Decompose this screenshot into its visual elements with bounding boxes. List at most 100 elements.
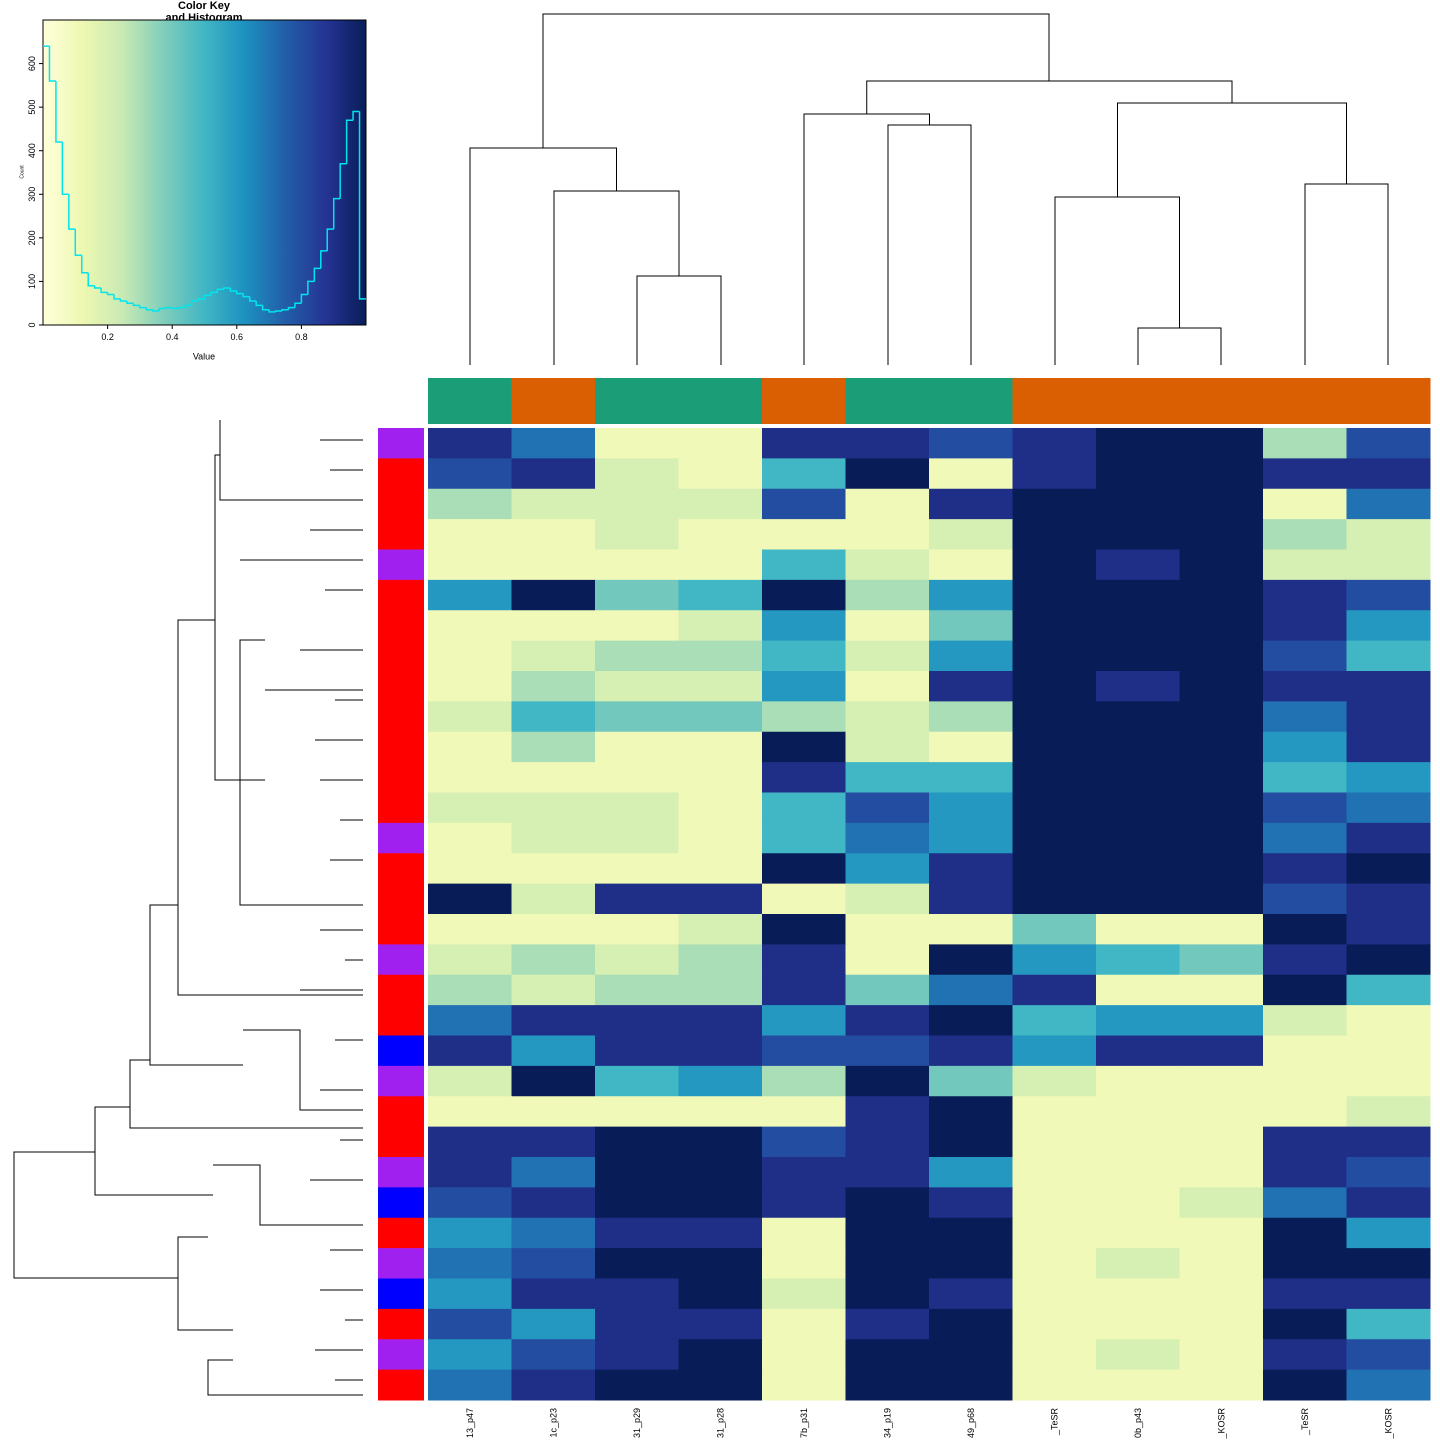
heatmap-cell: [428, 883, 512, 915]
heatmap-cell: [762, 1187, 846, 1219]
heatmap-cell: [428, 1278, 512, 1310]
heatmap-cell: [929, 914, 1013, 945]
heatmap-cell: [1012, 1157, 1097, 1188]
heatmap-cell: [1263, 822, 1347, 854]
heatmap-cell: [595, 914, 679, 945]
row-side-color: [378, 1217, 424, 1249]
heatmap-cell: [1179, 1096, 1264, 1128]
heatmap-cell: [1346, 944, 1431, 976]
heatmap-cell: [678, 671, 763, 702]
heatmap-cell: [1346, 671, 1431, 702]
heatmap-cell: [595, 549, 679, 581]
y-tick-label: 100: [27, 274, 37, 289]
heatmap-cell: [511, 731, 596, 763]
heatmap-cell: [428, 1369, 512, 1401]
heatmap-cell: [678, 519, 763, 550]
heatmap-cell: [428, 1035, 512, 1067]
heatmap-cell: [511, 519, 596, 550]
heatmap-cell: [595, 762, 679, 793]
heatmap-cell: [929, 1187, 1013, 1219]
heatmap-cell: [1263, 792, 1347, 824]
heatmap-cell: [929, 731, 1013, 763]
y-tick-label: 200: [27, 230, 37, 245]
heatmap-cell: [762, 792, 846, 824]
heatmap-cell: [1346, 822, 1431, 854]
heatmap-cell: [428, 1005, 512, 1036]
heatmap-cell: [929, 1339, 1013, 1371]
row-side-color: [378, 1308, 424, 1340]
heatmap-cell: [678, 1278, 763, 1310]
heatmap-cell: [1179, 579, 1264, 611]
heatmap-cell: [511, 1187, 596, 1219]
heatmap-cell: [1346, 883, 1431, 915]
heatmap-cell: [1263, 883, 1347, 915]
row-side-color: [378, 1278, 424, 1310]
heatmap-cell: [1012, 579, 1097, 611]
histogram-step: [48, 46, 56, 82]
heatmap-cell: [595, 974, 679, 1006]
heatmap-cell: [929, 792, 1013, 824]
heatmap-cell: [428, 488, 512, 520]
heatmap-cell: [845, 579, 930, 611]
color-key-gradient: [43, 20, 366, 325]
heatmap-cell: [1263, 488, 1347, 520]
heatmap-cell: [845, 1278, 930, 1310]
row-dendrogram: [13, 420, 363, 1396]
heatmap-cell: [428, 579, 512, 611]
heatmap-cell: [1346, 549, 1431, 581]
heatmap-cell: [1179, 1248, 1264, 1279]
heatmap-cell: [762, 1035, 846, 1067]
heatmap-cell: [595, 1278, 679, 1310]
y-tick-label: 0: [27, 322, 37, 327]
histogram-step: [164, 306, 173, 309]
heatmap-cell: [762, 1278, 846, 1310]
heatmap-cell: [762, 1096, 846, 1128]
heatmap-cell: [595, 610, 679, 642]
heatmap-cell: [1263, 1005, 1347, 1036]
heatmap-cell: [929, 610, 1013, 642]
heatmap-cell: [428, 974, 512, 1006]
heatmap-cell: [1012, 1005, 1097, 1036]
heatmap-cell: [678, 853, 763, 885]
heatmap-cell: [595, 792, 679, 824]
row-side-color: [378, 883, 424, 915]
heatmap-cell: [1179, 762, 1264, 793]
histogram-step: [216, 288, 224, 293]
column-side-color: [1263, 378, 1347, 424]
heatmap-cell: [762, 519, 846, 550]
histogram-step: [326, 228, 334, 251]
heatmap-cell: [678, 1157, 763, 1188]
heatmap-cell: [845, 1187, 930, 1219]
heatmap-cell: [511, 1278, 596, 1310]
heatmap-cell: [678, 1369, 763, 1401]
heatmap-cell: [1179, 428, 1264, 459]
heatmap-cell: [762, 822, 846, 854]
histogram-step: [268, 309, 276, 313]
heatmap-cell: [929, 1248, 1013, 1279]
histogram-step: [68, 194, 76, 230]
heatmap-cell: [678, 1035, 763, 1067]
row-side-color: [378, 640, 424, 672]
column-side-color: [595, 378, 679, 424]
heatmap-cell: [678, 1217, 763, 1249]
heatmap-cell: [1012, 822, 1097, 854]
heatmap-cell: [1179, 640, 1264, 672]
heatmap-cell: [929, 822, 1013, 854]
heatmap-cell: [929, 488, 1013, 520]
heatmap-cell: [1346, 762, 1431, 793]
heatmap-cell: [762, 1369, 846, 1401]
heatmap-cell: [678, 883, 763, 915]
heatmap-cell: [1012, 428, 1097, 459]
heatmap-cell: [428, 1157, 512, 1188]
heatmap-cell: [845, 1339, 930, 1371]
y-tick-label: 400: [27, 143, 37, 158]
heatmap-cell: [845, 944, 930, 976]
heatmap-cell: [1179, 488, 1264, 520]
heatmap-cell: [845, 428, 930, 459]
heatmap-cell: [1263, 428, 1347, 459]
heatmap-cell: [678, 822, 763, 854]
heatmap-cell: [845, 974, 930, 1006]
heatmap-cell: [845, 883, 930, 915]
heatmap-cell: [428, 1339, 512, 1371]
heatmap-cell: [1096, 519, 1180, 550]
